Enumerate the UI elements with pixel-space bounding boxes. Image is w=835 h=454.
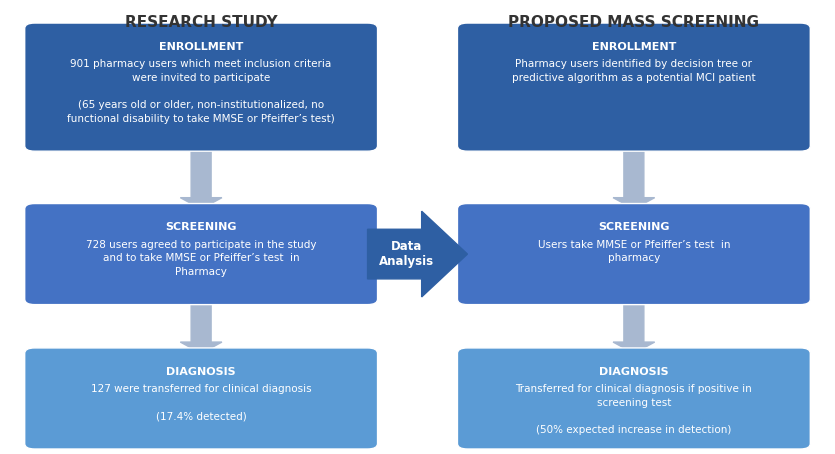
FancyBboxPatch shape <box>458 23 810 151</box>
Text: SCREENING: SCREENING <box>165 222 237 232</box>
FancyBboxPatch shape <box>458 203 810 305</box>
Text: PROPOSED MASS SCREENING: PROPOSED MASS SCREENING <box>509 15 759 30</box>
Polygon shape <box>367 211 468 297</box>
FancyBboxPatch shape <box>25 348 377 449</box>
FancyArrow shape <box>613 146 655 209</box>
Text: Transferred for clinical diagnosis if positive in
screening test

(50% expected : Transferred for clinical diagnosis if po… <box>515 384 752 435</box>
FancyBboxPatch shape <box>25 203 377 305</box>
Text: DIAGNOSIS: DIAGNOSIS <box>166 367 236 377</box>
FancyArrow shape <box>180 146 222 209</box>
Text: Users take MMSE or Pfeiffer’s test  in
pharmacy: Users take MMSE or Pfeiffer’s test in ph… <box>538 240 730 263</box>
Text: ENROLLMENT: ENROLLMENT <box>592 42 676 52</box>
Text: 127 were transferred for clinical diagnosis

(17.4% detected): 127 were transferred for clinical diagno… <box>91 384 311 421</box>
FancyArrow shape <box>180 299 222 353</box>
Text: ENROLLMENT: ENROLLMENT <box>159 42 243 52</box>
Text: DIAGNOSIS: DIAGNOSIS <box>599 367 669 377</box>
Text: 728 users agreed to participate in the study
and to take MMSE or Pfeiffer’s test: 728 users agreed to participate in the s… <box>86 240 316 277</box>
Text: SCREENING: SCREENING <box>598 222 670 232</box>
FancyBboxPatch shape <box>25 23 377 151</box>
FancyArrow shape <box>613 299 655 353</box>
Text: Pharmacy users identified by decision tree or
predictive algorithm as a potentia: Pharmacy users identified by decision tr… <box>512 59 756 83</box>
Text: 901 pharmacy users which meet inclusion criteria
were invited to participate

(6: 901 pharmacy users which meet inclusion … <box>68 59 335 123</box>
Text: RESEARCH STUDY: RESEARCH STUDY <box>124 15 277 30</box>
FancyBboxPatch shape <box>458 348 810 449</box>
Text: Data
Analysis: Data Analysis <box>379 240 434 268</box>
